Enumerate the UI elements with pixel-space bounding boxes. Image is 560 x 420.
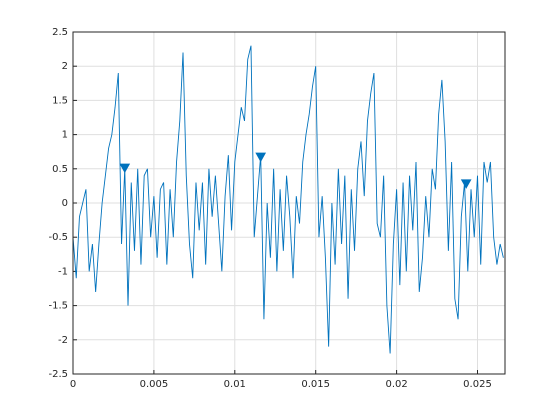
y-tick-label: 2 bbox=[62, 61, 68, 72]
y-tick-label: -1 bbox=[58, 266, 68, 277]
x-tick-label: 0.005 bbox=[140, 379, 169, 390]
y-tick-label: 0 bbox=[62, 198, 68, 209]
x-tick-label: 0.025 bbox=[463, 379, 492, 390]
x-tick-label: 0.02 bbox=[385, 379, 407, 390]
x-tick-label: 0.015 bbox=[301, 379, 330, 390]
y-tick-label: 1 bbox=[62, 130, 68, 141]
axes-box bbox=[72, 31, 506, 375]
peak-marker bbox=[255, 152, 267, 163]
y-tick-label: 0.5 bbox=[52, 164, 68, 175]
y-tick-label: -1.5 bbox=[48, 301, 68, 312]
peak-marker bbox=[119, 163, 131, 174]
signal-line bbox=[72, 45, 504, 354]
x-tick-label: 0.01 bbox=[224, 379, 246, 390]
y-tick-label: -0.5 bbox=[48, 232, 68, 243]
y-tick-label: -2.5 bbox=[48, 369, 68, 380]
y-tick-label: 2.5 bbox=[52, 27, 68, 38]
y-tick-label: 1.5 bbox=[52, 95, 68, 106]
y-tick-label: -2 bbox=[58, 335, 68, 346]
peak-marker bbox=[460, 179, 472, 189]
x-tick-label: 0 bbox=[70, 379, 76, 390]
